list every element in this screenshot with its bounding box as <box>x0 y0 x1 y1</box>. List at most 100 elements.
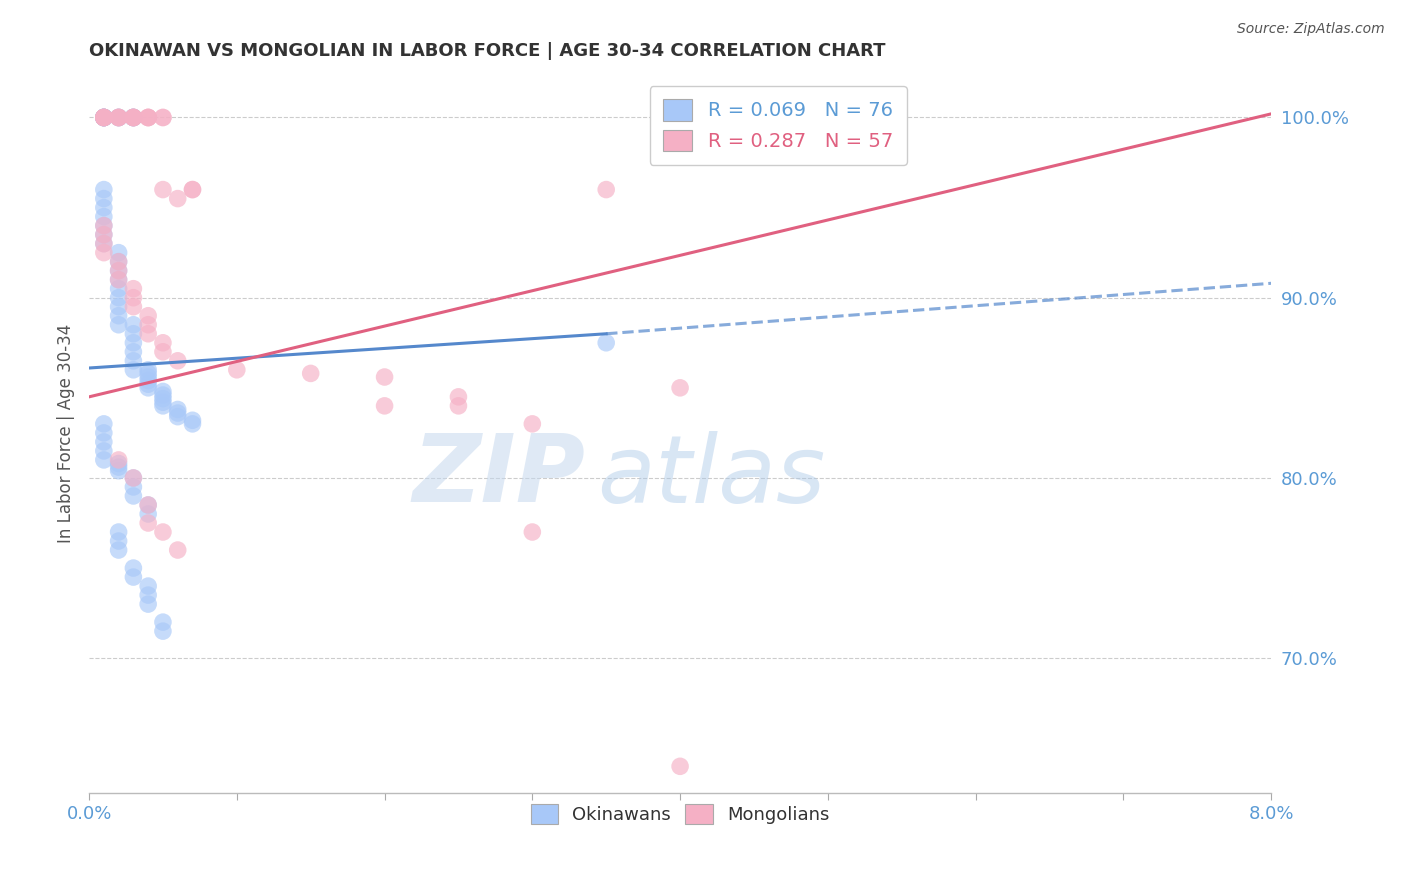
Point <box>93 111 115 125</box>
Point <box>122 111 145 125</box>
Point <box>122 363 145 377</box>
Point <box>152 344 174 359</box>
Point <box>136 597 159 611</box>
Point <box>122 111 145 125</box>
Point <box>122 111 145 125</box>
Point <box>107 460 129 475</box>
Point <box>122 111 145 125</box>
Point <box>136 374 159 388</box>
Point <box>107 453 129 467</box>
Point <box>166 406 188 420</box>
Point <box>107 524 129 539</box>
Point <box>107 111 129 125</box>
Point <box>136 498 159 512</box>
Point <box>107 543 129 558</box>
Point <box>107 263 129 277</box>
Point <box>136 111 159 125</box>
Point <box>122 561 145 575</box>
Point <box>107 291 129 305</box>
Point <box>136 370 159 384</box>
Point <box>136 498 159 512</box>
Point <box>107 300 129 314</box>
Point <box>595 335 617 350</box>
Point <box>93 245 115 260</box>
Point <box>136 111 159 125</box>
Point <box>122 353 145 368</box>
Point <box>136 309 159 323</box>
Point <box>447 390 470 404</box>
Point <box>93 111 115 125</box>
Point <box>166 353 188 368</box>
Point <box>122 471 145 485</box>
Text: Source: ZipAtlas.com: Source: ZipAtlas.com <box>1237 22 1385 37</box>
Point <box>122 570 145 584</box>
Point <box>166 409 188 424</box>
Text: atlas: atlas <box>598 431 825 522</box>
Point <box>107 534 129 549</box>
Point <box>93 111 115 125</box>
Point <box>181 417 204 431</box>
Point <box>107 464 129 478</box>
Point <box>152 384 174 399</box>
Point <box>93 425 115 440</box>
Point <box>166 402 188 417</box>
Point <box>122 471 145 485</box>
Point <box>669 381 692 395</box>
Point <box>93 192 115 206</box>
Point <box>136 588 159 602</box>
Point <box>107 254 129 268</box>
Point <box>107 111 129 125</box>
Legend: Okinawans, Mongolians: Okinawans, Mongolians <box>520 793 841 835</box>
Point <box>93 219 115 233</box>
Point <box>152 524 174 539</box>
Y-axis label: In Labor Force | Age 30-34: In Labor Force | Age 30-34 <box>58 323 75 542</box>
Point <box>136 318 159 332</box>
Point <box>93 111 115 125</box>
Point <box>93 201 115 215</box>
Point <box>152 111 174 125</box>
Point <box>93 183 115 197</box>
Point <box>93 236 115 251</box>
Point <box>93 111 115 125</box>
Point <box>152 615 174 629</box>
Text: OKINAWAN VS MONGOLIAN IN LABOR FORCE | AGE 30-34 CORRELATION CHART: OKINAWAN VS MONGOLIAN IN LABOR FORCE | A… <box>89 42 886 60</box>
Point <box>152 399 174 413</box>
Point <box>93 111 115 125</box>
Point <box>136 377 159 392</box>
Point <box>107 111 129 125</box>
Point <box>93 453 115 467</box>
Point <box>374 399 396 413</box>
Point <box>166 543 188 558</box>
Point <box>152 395 174 409</box>
Point <box>136 507 159 521</box>
Point <box>93 236 115 251</box>
Point <box>122 489 145 503</box>
Point <box>93 434 115 449</box>
Point <box>122 111 145 125</box>
Point <box>152 183 174 197</box>
Point <box>136 516 159 530</box>
Point <box>122 335 145 350</box>
Point <box>122 111 145 125</box>
Point <box>93 111 115 125</box>
Point <box>93 111 115 125</box>
Point <box>299 367 322 381</box>
Point <box>152 392 174 406</box>
Point <box>107 318 129 332</box>
Point <box>522 524 544 539</box>
Point <box>93 227 115 242</box>
Point <box>93 227 115 242</box>
Point <box>107 263 129 277</box>
Point <box>136 579 159 593</box>
Point <box>107 111 129 125</box>
Point <box>136 111 159 125</box>
Point <box>93 111 115 125</box>
Point <box>122 326 145 341</box>
Point <box>107 282 129 296</box>
Point <box>136 326 159 341</box>
Text: ZIP: ZIP <box>412 430 585 522</box>
Point <box>107 111 129 125</box>
Point <box>93 111 115 125</box>
Point <box>181 413 204 427</box>
Point <box>93 111 115 125</box>
